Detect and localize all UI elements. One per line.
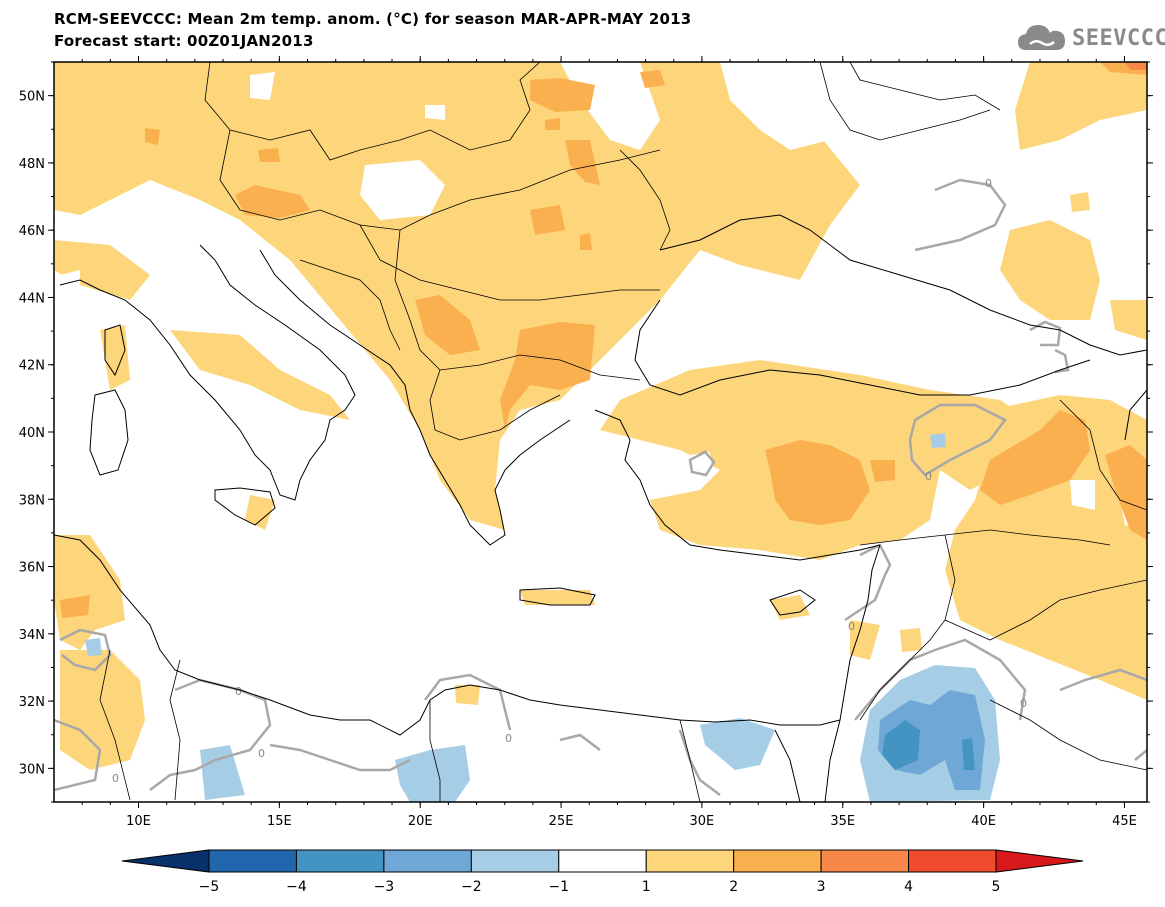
contour-label: 0	[112, 772, 119, 785]
lat-tick-label: 46N	[19, 224, 45, 239]
colorbar-label: −4	[286, 879, 307, 895]
colorbar-label: 3	[817, 879, 826, 895]
coastlines	[54, 214, 1147, 802]
colorbar-segment	[208, 849, 297, 873]
colorbar-label: −3	[374, 879, 395, 895]
country-borders	[99, 62, 1147, 802]
logo-text: SEEVCCC	[1072, 26, 1165, 51]
colorbar-segment	[733, 849, 822, 873]
anomaly-neg3-neg4-fill	[882, 720, 975, 770]
longitude-axis: 10E 15E 20E 25E 30E 35E 40E 45E	[81, 56, 1137, 829]
colorbar-label: 4	[904, 879, 913, 895]
lat-tick-label: 40N	[19, 426, 45, 441]
lat-tick-label: 30N	[19, 762, 45, 777]
colorbar-segment	[295, 849, 385, 873]
cloud-icon	[1018, 25, 1065, 50]
contour-label: 0	[505, 732, 512, 745]
lon-tick-label: 30E	[690, 814, 715, 829]
colorbar-label: −2	[461, 879, 482, 895]
contour-labels: 0 0 0 0 0 0 0 0	[112, 177, 1027, 785]
lat-tick-label: 48N	[19, 157, 45, 172]
colorbar-segment	[558, 849, 647, 873]
lat-tick-label: 36N	[19, 561, 45, 576]
colorbar-label: 1	[642, 879, 651, 895]
colorbar-label: 5	[992, 879, 1001, 895]
lon-tick-label: 45E	[1112, 814, 1137, 829]
map-title: RCM-SEEVCCC: Mean 2m temp. anom. (°C) fo…	[54, 10, 692, 28]
contour-label: 0	[985, 177, 992, 190]
anomaly-1-2-fill	[54, 62, 1147, 770]
lat-tick-label: 32N	[19, 695, 45, 710]
anomaly-2-3-fill	[60, 62, 1147, 618]
colorbar-segment	[908, 849, 997, 873]
contour-label: 0	[848, 620, 855, 633]
lon-tick-label: 10E	[126, 814, 151, 829]
colorbar-segment	[645, 849, 735, 873]
contour-label: 0	[1020, 697, 1027, 710]
anomaly-3-4-fill	[1125, 62, 1147, 70]
lon-tick-label: 25E	[549, 814, 574, 829]
colorbar: −5 −4 −3 −2 −1 1 2 3 4 5	[121, 849, 1084, 895]
colorbar-label: −5	[199, 879, 220, 895]
colorbar-label: 2	[729, 879, 738, 895]
colorbar-segment	[383, 849, 472, 873]
contour-label: 0	[258, 747, 265, 760]
lat-tick-label: 50N	[19, 90, 45, 105]
colorbar-segment	[470, 849, 560, 873]
lon-tick-label: 15E	[267, 814, 292, 829]
lon-tick-label: 40E	[971, 814, 996, 829]
lon-tick-label: 35E	[830, 814, 855, 829]
lat-tick-label: 42N	[19, 359, 45, 374]
lat-tick-label: 34N	[19, 628, 45, 643]
lat-tick-label: 44N	[19, 291, 45, 306]
colorbar-high-arrow	[995, 849, 1084, 873]
colorbar-label: −1	[548, 879, 569, 895]
anomaly-fields: 0 0 0 0 0 0 0 0	[54, 62, 1147, 802]
lon-tick-label: 20E	[408, 814, 433, 829]
contour-label: 0	[925, 470, 932, 483]
latitude-axis: 30N 32N 34N 36N 38N 40N 42N 44N 46N 48N 50N	[19, 61, 1153, 803]
seevccc-logo: SEEVCCC	[1016, 20, 1165, 54]
colorbar-low-arrow	[121, 849, 210, 873]
lat-tick-label: 38N	[19, 493, 45, 508]
anomaly-neutral-holes	[60, 62, 1145, 530]
forecast-start-label: Forecast start: 00Z01JAN2013	[54, 32, 314, 50]
colorbar-segment	[820, 849, 910, 873]
contour-label: 0	[235, 685, 242, 698]
